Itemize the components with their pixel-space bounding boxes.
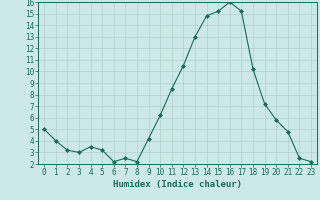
X-axis label: Humidex (Indice chaleur): Humidex (Indice chaleur): [113, 180, 242, 189]
